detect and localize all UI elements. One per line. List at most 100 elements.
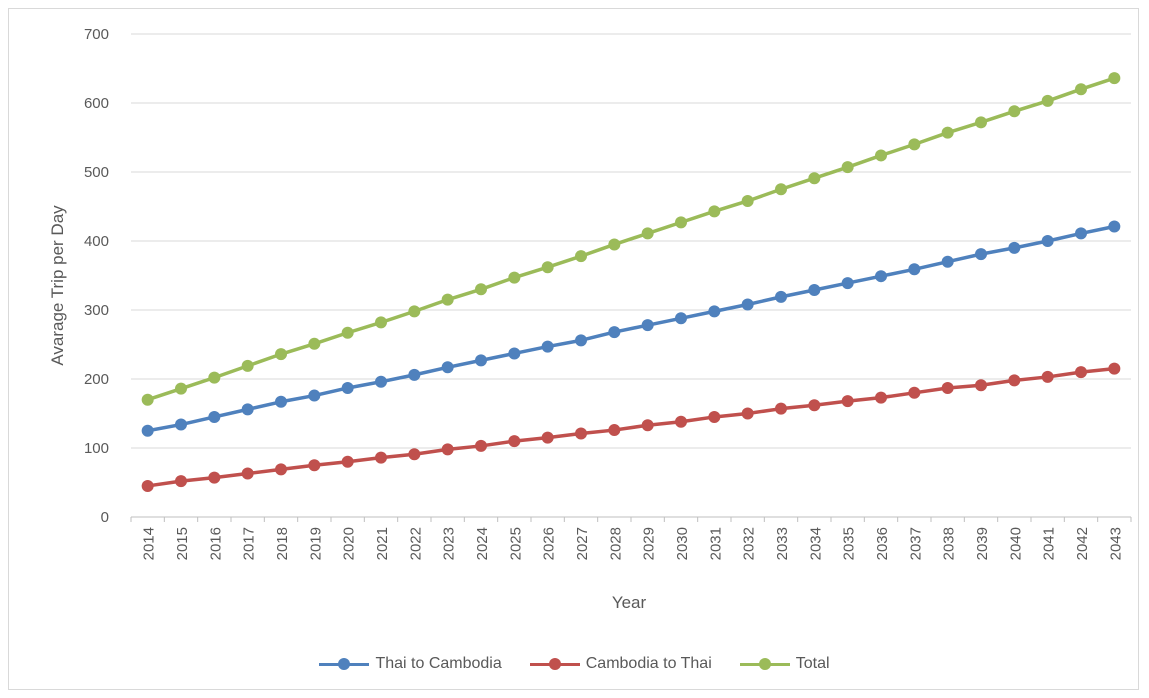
data-point[interactable] [408, 305, 421, 318]
data-point[interactable] [408, 368, 421, 381]
data-point[interactable] [708, 410, 721, 423]
data-point[interactable] [341, 326, 354, 339]
data-point[interactable] [1041, 370, 1054, 383]
data-point[interactable] [841, 277, 854, 290]
x-tick-label: 2015 [174, 527, 191, 560]
data-point[interactable] [175, 418, 187, 431]
data-point[interactable] [441, 293, 454, 306]
data-point[interactable] [208, 471, 221, 484]
data-point[interactable] [141, 424, 154, 437]
data-point[interactable] [208, 371, 221, 384]
data-point[interactable] [908, 386, 921, 399]
data-point[interactable] [608, 326, 621, 339]
data-point[interactable] [908, 138, 921, 151]
data-point[interactable] [975, 116, 987, 129]
data-point[interactable] [275, 348, 287, 361]
data-point[interactable] [708, 305, 721, 318]
data-point[interactable] [308, 459, 321, 472]
data-point[interactable] [508, 347, 521, 360]
data-point[interactable] [608, 424, 621, 437]
data-point[interactable] [608, 238, 621, 251]
data-point[interactable] [941, 381, 954, 394]
data-point[interactable] [841, 395, 854, 408]
data-point[interactable] [141, 479, 154, 492]
data-point[interactable] [675, 216, 687, 229]
legend-item-total[interactable]: Total [739, 655, 830, 673]
data-point[interactable] [1041, 94, 1054, 107]
data-point[interactable] [1075, 227, 1087, 240]
data-point[interactable] [1008, 241, 1021, 254]
data-point[interactable] [808, 399, 821, 412]
data-point[interactable] [775, 402, 787, 415]
data-point[interactable] [275, 463, 287, 476]
data-point[interactable] [575, 250, 587, 263]
data-point[interactable] [341, 455, 354, 468]
data-point[interactable] [508, 271, 521, 284]
data-point[interactable] [808, 172, 821, 185]
data-point[interactable] [441, 361, 454, 374]
data-point[interactable] [241, 467, 254, 480]
data-point[interactable] [441, 443, 454, 456]
data-point[interactable] [975, 379, 987, 392]
data-point[interactable] [241, 359, 254, 372]
data-point[interactable] [541, 431, 554, 444]
x-tick-label: 2033 [774, 527, 791, 560]
data-point[interactable] [208, 410, 221, 423]
data-point[interactable] [1008, 374, 1021, 387]
data-point[interactable] [641, 227, 654, 240]
legend-item-cambodia-to-thai[interactable]: Cambodia to Thai [529, 655, 712, 673]
data-point[interactable] [275, 395, 287, 408]
data-point[interactable] [1108, 362, 1121, 375]
data-point[interactable] [541, 340, 554, 353]
data-point[interactable] [475, 439, 487, 452]
data-point[interactable] [241, 403, 254, 416]
data-point[interactable] [641, 319, 654, 332]
data-point[interactable] [575, 427, 587, 440]
data-point[interactable] [675, 415, 687, 428]
data-point[interactable] [508, 435, 521, 448]
data-point[interactable] [775, 290, 787, 303]
legend-swatch-icon [529, 658, 580, 670]
data-point[interactable] [1041, 235, 1054, 247]
legend: Thai to Cambodia Cambodia to Thai Total [0, 652, 1149, 676]
data-point[interactable] [941, 255, 954, 268]
data-point[interactable] [975, 248, 987, 261]
x-tick-label: 2042 [1074, 527, 1091, 560]
data-point[interactable] [175, 382, 187, 395]
data-point[interactable] [908, 263, 921, 276]
x-tick-label: 2024 [474, 527, 491, 560]
data-point[interactable] [375, 451, 387, 464]
data-point[interactable] [875, 270, 887, 283]
data-point[interactable] [475, 283, 487, 296]
data-point[interactable] [741, 298, 754, 311]
legend-item-thai-to-cambodia[interactable]: Thai to Cambodia [319, 655, 502, 673]
data-point[interactable] [1108, 72, 1121, 85]
data-point[interactable] [308, 337, 321, 350]
data-point[interactable] [741, 407, 754, 420]
data-point[interactable] [775, 183, 787, 196]
data-point[interactable] [741, 194, 754, 207]
data-point[interactable] [475, 354, 487, 367]
data-point[interactable] [875, 391, 887, 404]
data-point[interactable] [841, 161, 854, 174]
data-point[interactable] [375, 375, 387, 388]
data-point[interactable] [1075, 83, 1087, 96]
data-point[interactable] [575, 334, 587, 347]
data-point[interactable] [541, 261, 554, 274]
data-point[interactable] [175, 475, 187, 488]
data-point[interactable] [141, 393, 154, 406]
data-point[interactable] [375, 316, 387, 329]
data-point[interactable] [875, 149, 887, 162]
data-point[interactable] [408, 448, 421, 461]
data-point[interactable] [341, 381, 354, 394]
data-point[interactable] [1075, 366, 1087, 379]
data-point[interactable] [941, 126, 954, 139]
data-point[interactable] [808, 283, 821, 296]
data-point[interactable] [675, 312, 687, 325]
data-point[interactable] [1008, 105, 1021, 118]
data-point[interactable] [708, 205, 721, 218]
data-point[interactable] [308, 389, 321, 402]
data-point[interactable] [641, 419, 654, 432]
x-tick-label: 2028 [607, 527, 624, 560]
data-point[interactable] [1108, 220, 1121, 233]
